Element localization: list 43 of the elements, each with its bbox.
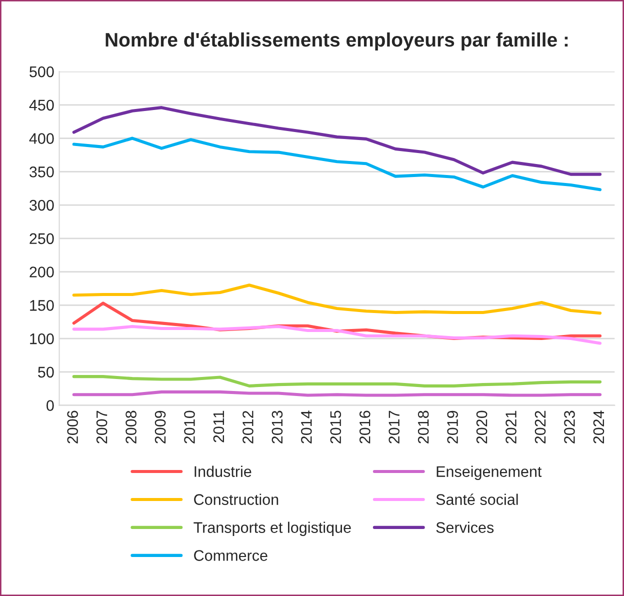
x-tick-label: 2009	[154, 410, 166, 444]
y-tick-label: 250	[30, 233, 54, 244]
legend-label: Industrie	[194, 466, 252, 477]
x-tick-label: 2008	[126, 410, 136, 444]
legend-label: Transports et logistique	[194, 522, 351, 536]
y-tick-label: 400	[29, 133, 54, 144]
x-tick-label: 2006	[67, 410, 78, 444]
y-tick-label: 300	[30, 200, 54, 211]
x-tick-label: 2013	[272, 410, 283, 444]
y-tick-label: 450	[29, 100, 54, 111]
legend-label: Santé social	[436, 494, 518, 505]
x-tick-label: 2019	[447, 410, 458, 444]
legend-label: Services	[436, 522, 494, 533]
line-series	[72, 375, 602, 388]
x-tick-label: 2024	[593, 410, 604, 444]
line-series	[72, 324, 602, 345]
y-tick-label: 200	[30, 266, 54, 278]
y-tick-label: 100	[30, 333, 54, 344]
x-tick-label: 2010	[184, 410, 195, 444]
x-tick-label: 2021	[506, 410, 516, 444]
x-tick-label: 2016	[359, 410, 370, 444]
y-tick-label: 350	[30, 166, 54, 178]
line-series	[72, 106, 602, 176]
x-tick-label: 2018	[418, 410, 429, 444]
x-tick-label: 2011	[213, 410, 224, 442]
legend-label: Enseigenement	[436, 466, 542, 480]
chart-title: Nombre d'établissements employeurs par famille :	[106, 32, 568, 51]
line-series	[72, 284, 602, 315]
x-tick-label: 2014	[301, 410, 312, 444]
y-tick-label: 150	[30, 300, 54, 311]
x-tick-label: 2022	[534, 410, 546, 444]
x-tick-label: 2017	[388, 410, 400, 444]
x-tick-label: 2007	[96, 410, 108, 444]
x-tick-label: 2012	[242, 410, 254, 444]
x-tick-label: 2023	[564, 410, 575, 444]
y-tick-label: 0	[46, 400, 54, 411]
legend-label: Commerce	[194, 550, 268, 561]
x-tick-label: 2015	[330, 410, 342, 444]
y-tick-label: 50	[38, 366, 54, 378]
legend-label: Construction	[194, 494, 278, 505]
line-series	[72, 136, 602, 192]
y-tick-label: 500	[30, 66, 54, 78]
x-tick-label: 2020	[476, 410, 488, 444]
